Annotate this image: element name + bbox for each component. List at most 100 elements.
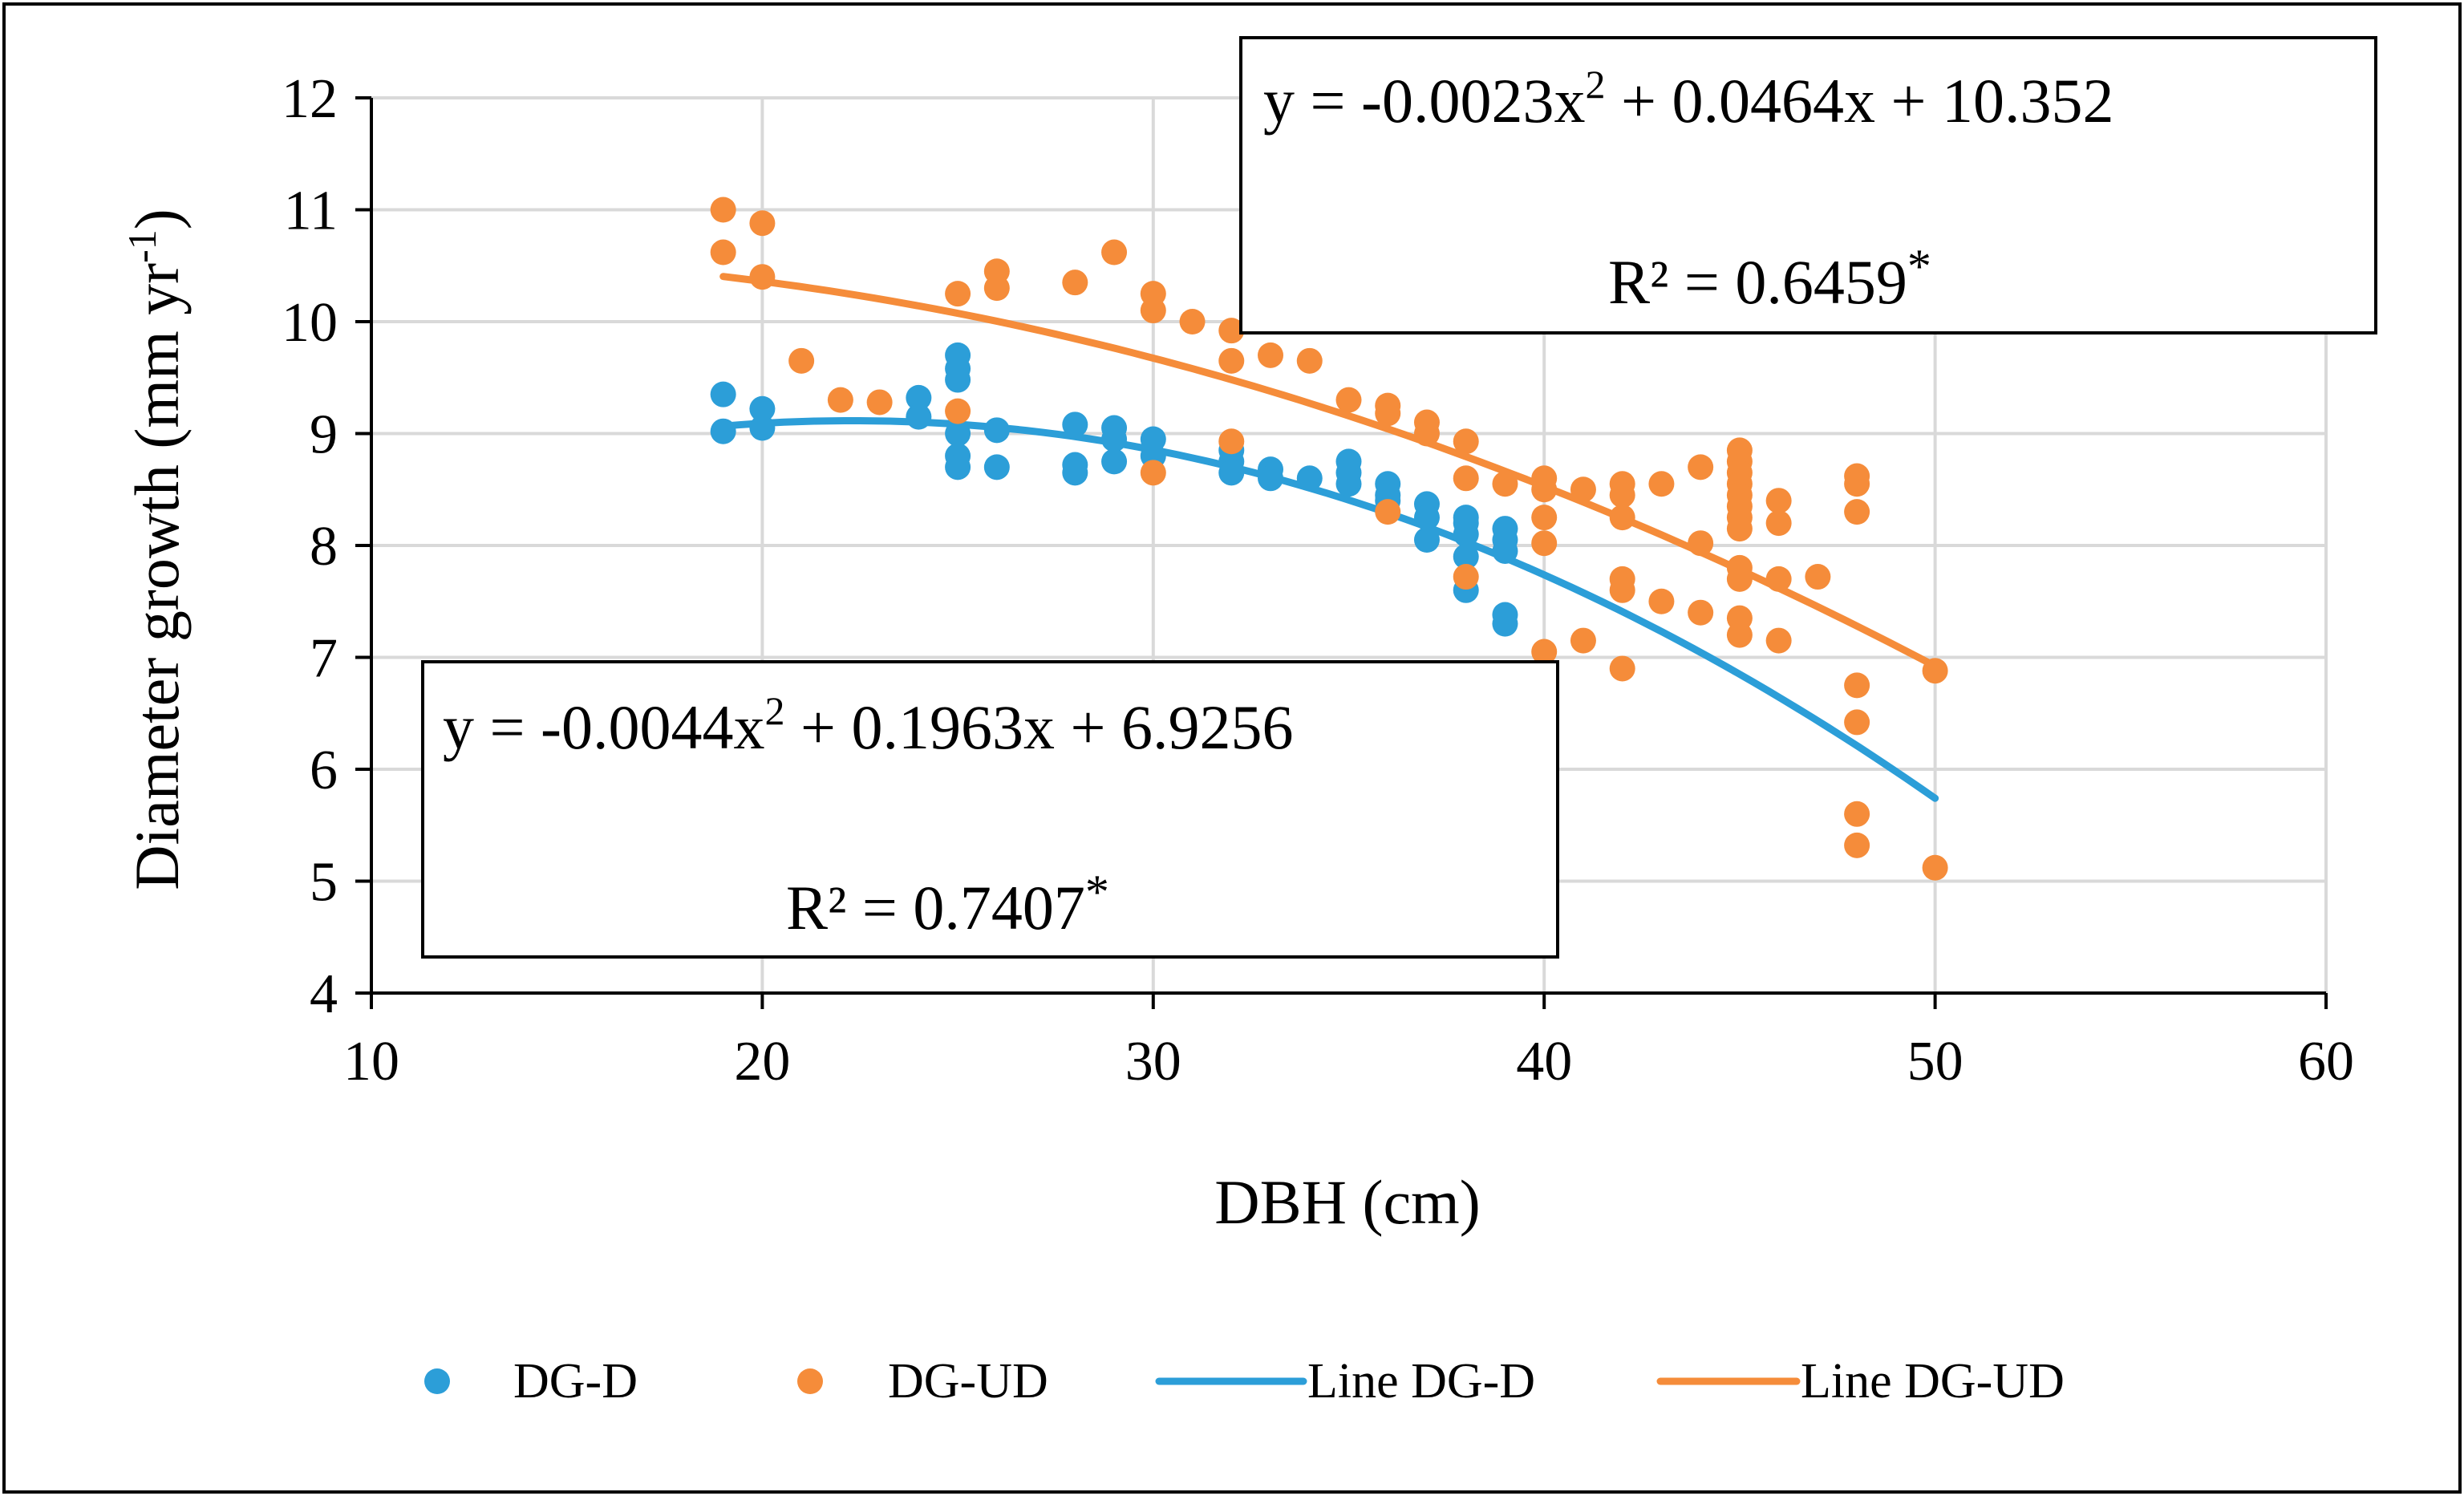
data-point-dg-ud (1062, 270, 1088, 296)
data-point-dg-ud (1726, 622, 1753, 648)
data-point-dg-d (1218, 460, 1245, 486)
data-point-dg-ud (1531, 476, 1558, 503)
data-point-dg-ud (1765, 488, 1792, 514)
legend-marker-dg-ud (797, 1368, 823, 1394)
r-squared-dg-d-asterisk: * (1085, 866, 1109, 918)
data-point-dg-ud (1844, 832, 1870, 858)
data-point-dg-d (1453, 521, 1479, 548)
data-point-dg-ud (1844, 672, 1870, 699)
data-point-dg-ud (1531, 639, 1558, 665)
data-point-dg-ud (1922, 658, 1948, 684)
x-tick-label: 40 (1516, 1031, 1572, 1093)
data-point-dg-ud (1688, 599, 1714, 626)
data-point-dg-ud (1609, 482, 1635, 509)
y-tick-label: 9 (310, 404, 338, 466)
data-point-dg-d (1258, 465, 1284, 492)
legend-label-dg-d: DG-D (513, 1354, 638, 1409)
data-point-dg-d (906, 403, 932, 430)
legend-label-dg-ud: DG-UD (888, 1354, 1048, 1409)
data-point-dg-d (710, 381, 736, 407)
equation-dg-ud: y = -0.0023x2 + 0.0464x + 10.352 (1263, 62, 2113, 136)
data-point-dg-ud (1258, 342, 1284, 368)
data-point-dg-ud (1296, 347, 1323, 374)
equation-dg-d-exponent: 2 (764, 688, 784, 733)
data-point-dg-ud (710, 197, 736, 223)
equation-box-dg-ud: y = -0.0023x2 + 0.0464x + 10.352 R² = 0.… (1239, 36, 2377, 334)
data-point-dg-ud (1335, 387, 1362, 413)
data-point-dg-d (983, 454, 1010, 480)
data-point-dg-ud (1609, 655, 1635, 682)
equation-dg-ud-exponent: 2 (1585, 62, 1605, 107)
data-point-dg-ud (1453, 428, 1479, 455)
data-point-dg-ud (866, 389, 893, 416)
y-axis-title-end: ) (122, 209, 192, 229)
data-point-dg-d (945, 367, 971, 393)
data-point-dg-ud (827, 387, 853, 413)
data-point-dg-d (1062, 412, 1088, 438)
y-tick-label: 11 (284, 180, 338, 242)
y-tick-label: 7 (310, 628, 338, 690)
equation-box-dg-ud-frame (1239, 36, 2377, 334)
data-point-dg-ud (1179, 309, 1206, 334)
r-squared-dg-d: R² = 0.7407* (786, 866, 1109, 943)
data-point-dg-ud (1375, 400, 1401, 427)
data-point-dg-ud (1765, 510, 1792, 537)
legend-label-line-dg-ud: Line DG-UD (1801, 1354, 2065, 1409)
data-point-dg-ud (788, 347, 815, 374)
data-point-dg-ud (945, 398, 971, 424)
x-tick-label: 60 (2298, 1031, 2354, 1093)
data-point-dg-ud (1844, 801, 1870, 827)
legend-marker-dg-d (424, 1368, 450, 1394)
data-point-dg-d (1492, 610, 1518, 637)
data-point-dg-ud (1218, 318, 1245, 344)
data-point-dg-ud (1648, 471, 1675, 497)
data-point-dg-ud (1140, 298, 1166, 324)
data-point-dg-ud (749, 264, 776, 290)
data-point-dg-ud (1922, 854, 1948, 881)
data-point-dg-d (1296, 465, 1323, 492)
equation-box-dg-d-frame (421, 660, 1559, 959)
x-tick-label: 10 (343, 1031, 399, 1093)
equation-box-dg-d: y = -0.0044x2 + 0.1963x + 6.9256 R² = 0.… (421, 660, 1559, 959)
legend-label-line-dg-d: Line DG-D (1307, 1354, 1535, 1409)
equation-dg-d-tail: + 0.1963x + 6.9256 (784, 692, 1293, 762)
x-tick-label: 20 (734, 1031, 790, 1093)
data-point-dg-d (906, 384, 932, 411)
data-point-dg-ud (1140, 460, 1166, 486)
y-tick-label: 6 (310, 740, 338, 801)
legend-item-line-dg-d: Line DG-D (1155, 1354, 1535, 1409)
y-tick-label: 8 (310, 516, 338, 578)
data-point-dg-d (945, 454, 971, 480)
x-tick-label: 30 (1125, 1031, 1181, 1093)
x-axis-title: DBH (cm) (1214, 1167, 1480, 1237)
data-point-dg-ud (1531, 530, 1558, 557)
y-tick-label: 5 (310, 852, 338, 914)
data-point-dg-d (945, 420, 971, 447)
data-point-dg-ud (710, 239, 736, 266)
data-point-dg-ud (1609, 505, 1635, 531)
equation-dg-d: y = -0.0044x2 + 0.1963x + 6.9256 (443, 688, 1293, 762)
data-point-dg-ud (1805, 564, 1831, 590)
data-point-dg-ud (1570, 476, 1596, 503)
data-point-dg-ud (1688, 454, 1714, 480)
data-point-dg-d (1453, 543, 1479, 570)
data-point-dg-ud (1453, 465, 1479, 492)
data-point-dg-ud (1844, 499, 1870, 525)
data-point-dg-ud (1765, 627, 1792, 654)
data-point-dg-ud (1726, 516, 1753, 542)
data-point-dg-ud (1375, 499, 1401, 525)
y-axis-title: Diameter growth (mm yr-1) (120, 209, 192, 890)
data-points (710, 197, 1948, 881)
data-point-dg-d (1062, 460, 1088, 486)
data-point-dg-d (983, 417, 1010, 444)
data-point-dg-ud (1688, 530, 1714, 557)
data-point-dg-d (1335, 471, 1362, 497)
data-point-dg-ud (1609, 577, 1635, 603)
data-point-dg-ud (1101, 239, 1128, 266)
y-tick-label: 4 (310, 963, 338, 1025)
legend-item-dg-ud: DG-UD (797, 1354, 1048, 1409)
data-point-dg-d (1101, 426, 1128, 452)
legend: DG-D DG-UD Line DG-D Line DG-UD (424, 1354, 2065, 1409)
